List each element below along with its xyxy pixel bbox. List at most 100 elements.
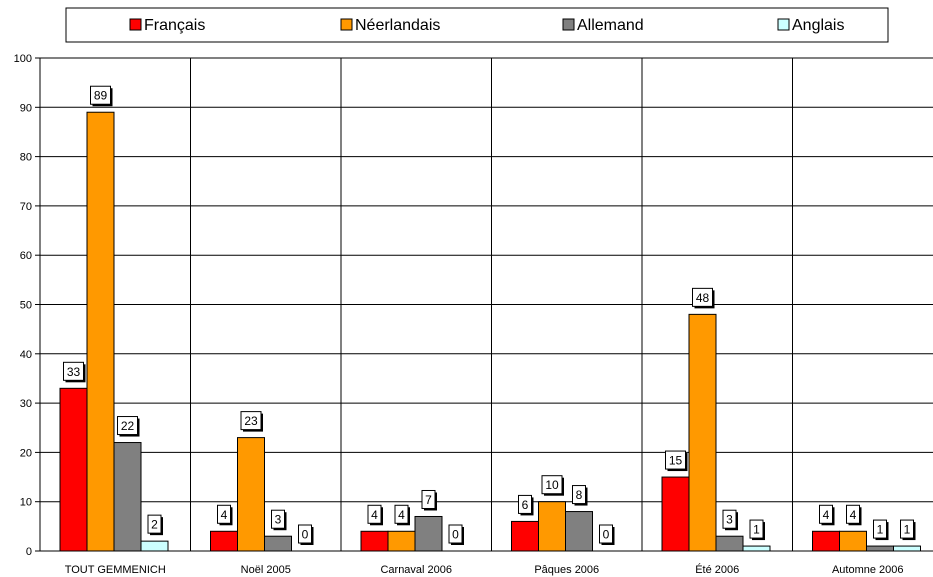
y-tick-label: 0: [26, 546, 32, 558]
data-label-box: [217, 504, 231, 524]
x-category-label: Carnaval 2006: [380, 564, 452, 576]
bar-neerlandais-ete-2006: [688, 313, 717, 552]
data-label-box: [421, 489, 436, 509]
bar-anglais-ete-2006: [742, 545, 771, 552]
x-category-label: Été 2006: [695, 563, 739, 576]
data-label: 4: [850, 508, 857, 522]
data-label: 0: [603, 528, 610, 542]
data-label-box: [749, 519, 764, 539]
data-label-box: [117, 416, 138, 436]
bar-neerlandais-tout-gemmenich: [86, 111, 115, 552]
bar-allemand-tout-gemmenich: [113, 442, 142, 552]
bar-neerlandais-paques-2006: [538, 501, 566, 552]
y-tick-label: 90: [20, 102, 32, 114]
y-tick-label: 100: [14, 53, 32, 65]
y-tick-label: 30: [20, 398, 32, 410]
data-label: 7: [425, 493, 432, 507]
data-label: 0: [302, 528, 309, 542]
legend-swatch-allemand: [562, 18, 575, 31]
data-label: 3: [726, 513, 733, 527]
legend-label-anglais: Anglais: [792, 17, 844, 34]
bar-allemand-ete-2006: [715, 535, 744, 552]
bar-neerlandais-noel-2005: [237, 437, 265, 552]
x-axis-categories: TOUT GEMMENICH Noël 2005 Carnaval 2006 Pâqu…: [65, 563, 904, 576]
data-label-box: [665, 450, 686, 470]
bar-francais-noel-2005: [210, 530, 238, 552]
data-label-box: [572, 485, 586, 505]
bar-anglais-tout-gemmenich: [140, 540, 169, 552]
data-label-box: [722, 509, 737, 529]
data-label-box: [90, 85, 111, 105]
data-label-box: [692, 287, 713, 307]
y-axis-ticks: 0 10 20 30 40 50 60 70 80 90 100: [14, 53, 40, 558]
legend: Français Néerlandais Allemand Anglais: [129, 17, 844, 34]
y-tick-label: 50: [20, 300, 32, 312]
bar-francais-carnaval-2006: [360, 530, 389, 552]
bar-allemand-automne-2006: [866, 545, 894, 552]
bar-francais-automne-2006: [812, 530, 840, 552]
data-label-box: [846, 504, 860, 524]
bar-allemand-paques-2006: [565, 511, 593, 552]
bar-anglais-automne-2006: [893, 545, 921, 552]
data-label: 8: [576, 488, 583, 502]
data-label: 89: [94, 89, 108, 103]
legend-swatch-francais: [129, 18, 142, 31]
data-label: 33: [67, 365, 81, 379]
data-label: 1: [753, 523, 760, 537]
data-label: 0: [452, 528, 459, 542]
y-tick-label: 80: [20, 152, 32, 164]
data-label: 4: [823, 508, 830, 522]
x-category-label: Pâques 2006: [534, 564, 599, 576]
data-label: 23: [244, 414, 258, 428]
data-label: 1: [877, 523, 884, 537]
data-label: 4: [371, 508, 378, 522]
data-label-box: [541, 475, 563, 495]
bar-allemand-carnaval-2006: [414, 515, 443, 552]
legend-label-francais: Français: [144, 17, 205, 34]
data-label-box: [298, 524, 312, 544]
y-tick-label: 70: [20, 201, 32, 213]
data-label-box: [819, 504, 833, 524]
legend-label-neerlandais: Néerlandais: [355, 17, 440, 34]
data-label: 10: [545, 478, 559, 492]
bar-neerlandais-automne-2006: [839, 530, 867, 552]
data-label-box: [63, 361, 84, 381]
data-label-box: [873, 519, 887, 539]
bar-francais-paques-2006: [511, 520, 539, 552]
data-label-box: [271, 509, 285, 529]
y-tick-label: 20: [20, 447, 32, 459]
y-tick-label: 10: [20, 497, 32, 509]
bars: [59, 111, 921, 552]
data-label-box: [240, 411, 262, 431]
legend-box: [65, 7, 889, 43]
data-label: 22: [121, 419, 135, 433]
bar-francais-tout-gemmenich: [59, 387, 88, 552]
y-tick-label: 60: [20, 250, 32, 262]
data-label: 3: [275, 513, 282, 527]
bar-neerlandais-carnaval-2006: [387, 530, 416, 552]
legend-label-allemand: Allemand: [577, 17, 644, 34]
grid: [40, 57, 933, 551]
legend-swatch-neerlandais: [340, 18, 353, 31]
legend-swatch-anglais: [777, 18, 790, 31]
data-label: 2: [151, 518, 158, 532]
data-label-box: [394, 504, 409, 524]
x-category-label: Automne 2006: [832, 564, 904, 576]
x-category-label: Noël 2005: [241, 564, 291, 576]
data-label-box: [448, 524, 463, 544]
data-label-box: [900, 519, 914, 539]
data-label: 1: [904, 523, 911, 537]
bar-allemand-noel-2005: [264, 535, 292, 552]
data-label: 4: [398, 508, 405, 522]
data-label: 4: [221, 508, 228, 522]
data-label-box: [147, 514, 162, 534]
data-label: 6: [522, 498, 529, 512]
y-tick-label: 40: [20, 349, 32, 361]
bar-francais-ete-2006: [661, 476, 690, 552]
data-label-box: [367, 504, 382, 524]
data-label-box: [599, 524, 613, 544]
x-category-label: TOUT GEMMENICH: [65, 564, 166, 576]
data-label: 15: [669, 454, 683, 468]
